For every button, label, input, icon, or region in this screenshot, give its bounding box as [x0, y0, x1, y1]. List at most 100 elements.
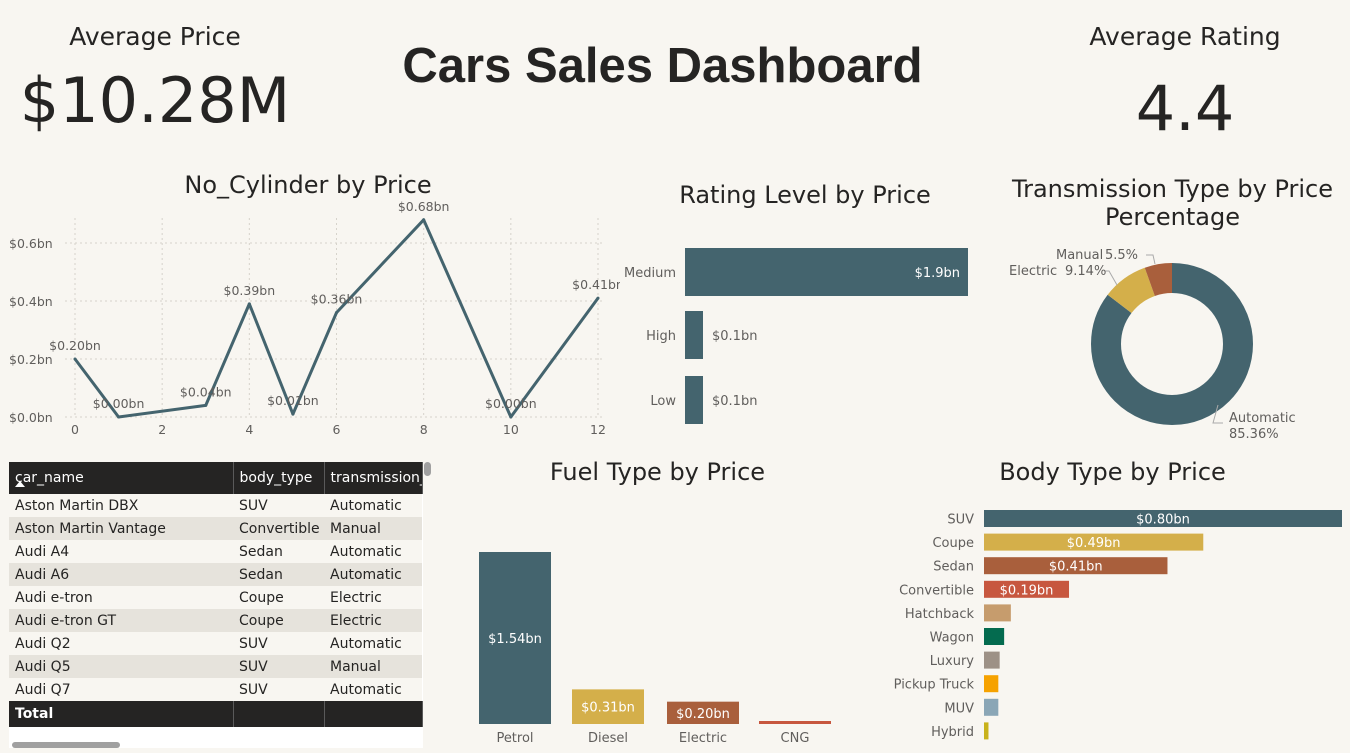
cell-transmission: Manual: [324, 655, 422, 678]
column-header-car-name[interactable]: car_name: [9, 462, 234, 494]
table-row[interactable]: Aston Martin Vantage Convertible Manual: [9, 517, 422, 540]
data-label: $0.49bn: [1067, 536, 1121, 551]
leader-line: [1212, 404, 1223, 424]
slice-label: Electric: [1009, 264, 1057, 279]
total-cell: [233, 701, 325, 727]
table-vertical-scrollbar[interactable]: [424, 462, 431, 476]
average-rating-label: Average Rating: [1089, 22, 1281, 51]
data-label: $0.31bn: [581, 701, 635, 716]
bar: [685, 376, 703, 424]
x-tick-label: 6: [333, 422, 341, 437]
fuel-bar-chart[interactable]: $1.54bn Petrol $0.31bn Diesel $0.20bn Electri…: [460, 500, 860, 753]
data-point: [422, 218, 426, 222]
category-label: Medium: [624, 266, 676, 281]
cylinder-chart-title: No_Cylinder by Price: [184, 171, 432, 199]
y-tick-label: $0.2bn: [9, 352, 53, 367]
bar: [572, 689, 644, 724]
cell-car-name: Audi e-tron GT: [9, 609, 233, 632]
category-label: Coupe: [932, 536, 974, 551]
body-bar-chart[interactable]: SUV $0.80bn Coupe $0.49bn Sedan $0.41bn Conver…: [870, 500, 1350, 750]
cell-car-name: Audi A4: [9, 540, 233, 563]
sort-ascending-icon[interactable]: [15, 481, 25, 487]
table-row[interactable]: Audi Q5 SUV Manual: [9, 655, 422, 678]
fuel-chart-title: Fuel Type by Price: [549, 458, 766, 486]
category-label: Petrol: [496, 731, 533, 746]
table-row[interactable]: Audi A4 Sedan Automatic: [9, 540, 422, 563]
table-row[interactable]: Audi Q7 SUV Automatic: [9, 678, 422, 701]
bar: [984, 722, 989, 740]
category-label: Wagon: [930, 631, 974, 646]
bar: [685, 311, 703, 359]
bar: [759, 721, 831, 724]
data-point: [509, 415, 513, 419]
cell-transmission: Electric: [324, 609, 422, 632]
column-header-body-type[interactable]: body_type: [233, 462, 325, 494]
column-header-transmission[interactable]: transmission_: [324, 462, 423, 494]
bar: [984, 698, 999, 716]
bar: [984, 580, 1070, 598]
bar: [984, 510, 1342, 527]
table-horizontal-scrollbar[interactable]: [12, 742, 120, 748]
data-label: $0.00bn: [93, 396, 145, 411]
cell-transmission: Automatic: [324, 494, 422, 517]
data-point: [596, 296, 600, 300]
cylinder-line-chart[interactable]: $0.0bn $0.2bn $0.4bn $0.6bn 0 2 4 6 8 10 12 $0.20bn…: [0, 200, 620, 445]
cell-transmission: Electric: [324, 586, 422, 609]
cell-body-type: SUV: [233, 655, 324, 678]
category-label: Hybrid: [931, 725, 974, 740]
table-row[interactable]: Aston Martin DBX SUV Automatic: [9, 494, 422, 517]
average-price-value: $10.28M: [19, 64, 291, 137]
cell-transmission: Automatic: [324, 678, 422, 701]
data-label: $0.41bn: [1049, 560, 1103, 575]
x-tick-label: 0: [71, 422, 79, 437]
category-label: Hatchback: [905, 607, 975, 622]
cell-car-name: Audi e-tron: [9, 586, 233, 609]
cell-car-name: Audi Q7: [9, 678, 233, 701]
bar: [984, 651, 1000, 669]
x-tick-label: 12: [590, 422, 606, 437]
data-label: $0.36bn: [311, 292, 363, 307]
table-header-row: car_name body_type transmission_: [9, 462, 423, 494]
slice-label: Manual: [1056, 248, 1103, 263]
x-tick-label: 10: [503, 422, 519, 437]
cell-transmission: Manual: [324, 517, 422, 540]
slice-value: 5.5%: [1105, 248, 1138, 263]
data-label: $0.68bn: [398, 200, 450, 214]
data-label: $0.39bn: [224, 283, 276, 298]
data-point: [335, 311, 338, 315]
bar: [984, 675, 999, 693]
average-price-label: Average Price: [69, 22, 241, 51]
rating-chart-title: Rating Level by Price: [679, 181, 931, 209]
bar: [479, 552, 551, 724]
category-label: CNG: [781, 731, 810, 746]
table-total-row: Total: [9, 701, 423, 727]
category-label: High: [646, 329, 676, 344]
average-rating-value: 4.4: [1135, 72, 1235, 145]
y-tick-label: $0.4bn: [9, 294, 53, 309]
table-row[interactable]: Audi e-tron Coupe Electric: [9, 586, 422, 609]
cell-transmission: Automatic: [324, 540, 422, 563]
data-label: $0.1bn: [712, 329, 757, 344]
cell-transmission: Automatic: [324, 632, 422, 655]
cell-body-type: SUV: [233, 632, 324, 655]
category-label: Electric: [679, 731, 727, 746]
table-row[interactable]: Audi A6 Sedan Automatic: [9, 563, 422, 586]
rating-bar-chart[interactable]: Medium $1.9bn High $0.1bn Low $0.1bn: [615, 235, 980, 435]
table-row[interactable]: Audi Q2 SUV Automatic: [9, 632, 422, 655]
category-label: SUV: [947, 513, 974, 528]
category-label: Pickup Truck: [894, 678, 975, 693]
cars-table[interactable]: car_name body_type transmission_ Aston M…: [9, 462, 423, 748]
bar: [984, 628, 1005, 645]
data-label: $0.19bn: [1000, 583, 1054, 598]
category-label: Luxury: [930, 654, 975, 669]
bar: [667, 701, 739, 724]
category-label: Diesel: [588, 731, 628, 746]
table-row[interactable]: Audi e-tron GT Coupe Electric: [9, 609, 422, 632]
data-label: $0.01bn: [267, 393, 319, 408]
cell-car-name: Audi Q5: [9, 655, 233, 678]
slice-value: 9.14%: [1065, 264, 1106, 279]
cell-car-name: Aston Martin DBX: [9, 494, 233, 517]
data-label: $0.20bn: [676, 707, 730, 722]
slice-value: 85.36%: [1229, 427, 1279, 442]
